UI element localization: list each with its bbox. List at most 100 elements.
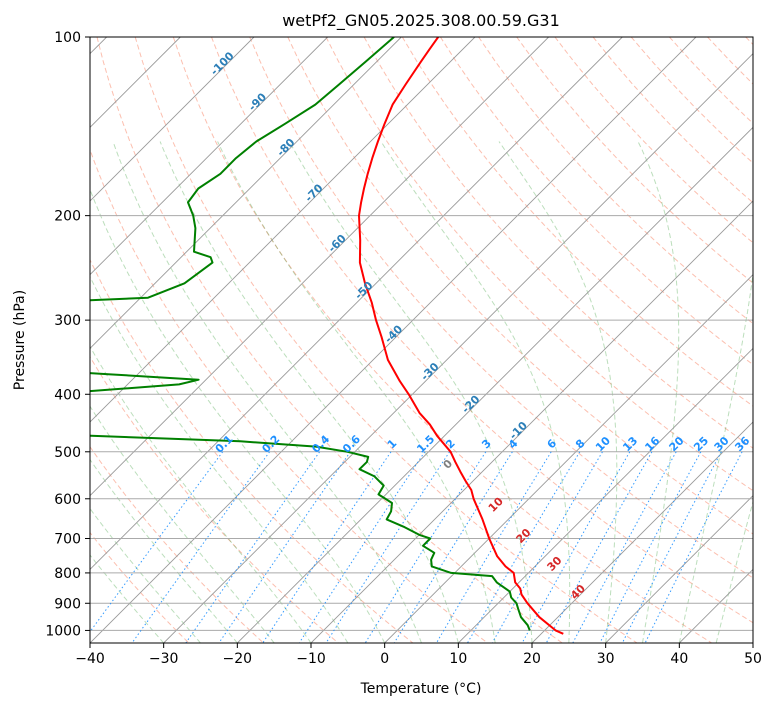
y-tick-label: 700 bbox=[54, 532, 81, 548]
isotherm bbox=[605, 495, 753, 643]
isotherm-label: -70 bbox=[302, 181, 325, 204]
isotherm bbox=[90, 37, 623, 570]
mixing-ratio-label: 10 bbox=[593, 434, 613, 454]
moist-adiabat bbox=[90, 554, 165, 643]
x-tick-label: 20 bbox=[523, 651, 541, 667]
mixing-ratio-line bbox=[644, 451, 743, 643]
isotherm bbox=[90, 37, 549, 497]
moist-adiabat bbox=[715, 499, 753, 643]
isotherm-label: -90 bbox=[246, 90, 269, 113]
isotherm bbox=[237, 126, 753, 643]
x-tick-label: −20 bbox=[223, 651, 253, 667]
x-tick-label: 30 bbox=[597, 651, 615, 667]
isotherm bbox=[310, 200, 753, 643]
dry-adiabat bbox=[90, 355, 339, 643]
dry-adiabat bbox=[401, 37, 753, 407]
y-tick-label: 500 bbox=[54, 445, 81, 461]
isotherm-label: -80 bbox=[274, 136, 297, 159]
dry-adiabat bbox=[669, 37, 753, 125]
mixing-ratio-label: 6 bbox=[545, 437, 560, 452]
isotherm bbox=[90, 37, 402, 349]
isotherm bbox=[384, 274, 753, 643]
dry-adiabat bbox=[287, 37, 753, 535]
dry-adiabat bbox=[554, 37, 753, 244]
mixing-ratio-line bbox=[521, 451, 631, 643]
y-tick-label: 600 bbox=[54, 492, 81, 508]
mixing-ratio-line bbox=[262, 451, 392, 643]
x-tick-label: 50 bbox=[744, 651, 762, 667]
plot-area bbox=[90, 37, 753, 643]
isotherm bbox=[90, 37, 476, 423]
y-tick-label: 300 bbox=[54, 313, 81, 329]
axes: −40 −30 −20 −10 0 10 20 30 40 50 100 200 300 400 500 60… bbox=[45, 30, 762, 667]
mixing-ratio-label: 2 bbox=[443, 437, 458, 452]
mixing-ratio-label: 20 bbox=[667, 434, 687, 454]
isotherm-label: -100 bbox=[208, 49, 237, 78]
mixing-ratio-label: 1 bbox=[385, 437, 400, 452]
mixing-ratio-line bbox=[90, 451, 224, 633]
moist-adiabat bbox=[217, 141, 496, 643]
dry-adiabat bbox=[592, 37, 753, 204]
dry-adiabat bbox=[249, 37, 753, 579]
dry-adiabat bbox=[745, 37, 753, 46]
y-tick-label: 800 bbox=[54, 566, 81, 582]
wet-bulb-label: 40 bbox=[568, 582, 588, 602]
mixing-ratio-line bbox=[599, 451, 702, 643]
moist-adiabat bbox=[678, 270, 753, 643]
isotherm-label: -50 bbox=[352, 279, 375, 302]
temperature-line bbox=[358, 37, 564, 635]
wet-bulb-label: 20 bbox=[514, 526, 534, 546]
isotherm bbox=[752, 642, 753, 643]
y-tick-label: 200 bbox=[54, 209, 81, 225]
dry-adiabat bbox=[90, 445, 264, 643]
mixing-ratio-label: 8 bbox=[573, 437, 588, 452]
isotherm-label: -30 bbox=[418, 360, 441, 383]
mixing-ratio-line bbox=[325, 451, 451, 643]
x-tick-label: −10 bbox=[296, 651, 326, 667]
x-axis-label: Temperature (°C) bbox=[360, 681, 482, 697]
x-tick-label: −30 bbox=[149, 651, 179, 667]
dry-adiabat bbox=[325, 37, 753, 492]
y-axis-label: Pressure (hPa) bbox=[12, 290, 28, 390]
mixing-ratio-line bbox=[467, 451, 581, 643]
y-tick-label: 1000 bbox=[45, 623, 81, 639]
dry-adiabat bbox=[211, 37, 753, 624]
isotherm-label: -60 bbox=[326, 232, 349, 255]
moist-adiabat bbox=[90, 458, 238, 643]
mixing-ratio-line bbox=[393, 451, 513, 643]
mixing-ratio-label: 36 bbox=[732, 434, 752, 454]
plot-frame bbox=[89, 36, 754, 644]
chart-title: wetPf2_GN05.2025.308.00.59.G31 bbox=[282, 11, 560, 31]
wet-bulb-label: 10 bbox=[486, 494, 506, 514]
dry-adiabat bbox=[172, 37, 712, 643]
dry-adiabat bbox=[96, 37, 563, 643]
isotherm bbox=[679, 568, 753, 643]
dry-adiabat bbox=[90, 148, 488, 643]
isotherm bbox=[163, 53, 753, 643]
moist-adiabat bbox=[159, 141, 459, 643]
mixing-ratio-line bbox=[435, 451, 552, 643]
dry-adiabat bbox=[134, 37, 638, 643]
mixing-ratio-label: 16 bbox=[642, 434, 662, 454]
mixing-ratio-line bbox=[185, 451, 321, 643]
y-tick-label: 100 bbox=[54, 30, 81, 46]
overlay-labels: 0.1 0.2 0.4 0.6 1 1.5 2 3 4 6 8 10 13 16 20 25 30 36-100-… bbox=[208, 49, 753, 602]
mixing-ratio-label: 25 bbox=[691, 434, 711, 454]
dry-adiabat bbox=[363, 37, 753, 449]
x-tick-label: 0 bbox=[380, 651, 389, 667]
dry-adiabat bbox=[90, 531, 190, 643]
dry-adiabat bbox=[478, 37, 753, 325]
moist-adiabat bbox=[637, 141, 680, 643]
mixing-ratio-line bbox=[298, 451, 426, 643]
mixing-ratio-label: 30 bbox=[712, 434, 732, 454]
y-tick-label: 900 bbox=[54, 596, 81, 612]
isotherm-label: -40 bbox=[382, 322, 405, 345]
y-tick-label: 400 bbox=[54, 387, 81, 403]
x-tick-label: 10 bbox=[449, 651, 467, 667]
isotherm bbox=[90, 37, 697, 643]
isotherm bbox=[90, 37, 255, 202]
isotherm bbox=[458, 347, 753, 643]
dry-adiabat bbox=[90, 258, 414, 643]
moist-adiabat bbox=[380, 141, 571, 643]
